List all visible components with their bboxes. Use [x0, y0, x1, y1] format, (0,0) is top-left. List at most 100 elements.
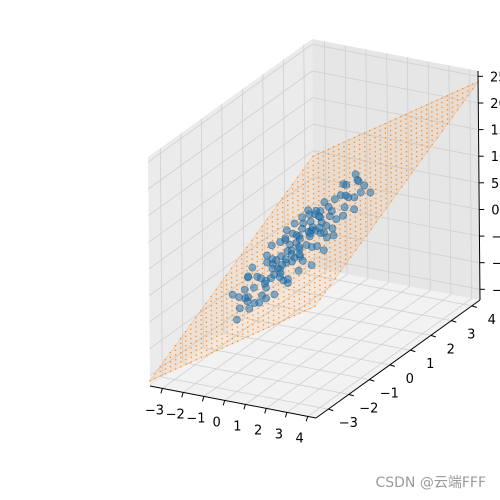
plane-dot: [226, 316, 228, 319]
plane-dot: [277, 298, 280, 300]
scatter-point: [298, 213, 307, 222]
scatter-point: [329, 231, 338, 240]
plane-dot: [380, 209, 382, 212]
plane-dot: [323, 192, 325, 195]
z-tick-label: 20: [490, 97, 500, 112]
plane-dot: [246, 312, 249, 314]
plane-dot: [384, 150, 387, 153]
plane-dot: [431, 111, 433, 113]
plane-dot: [277, 302, 280, 305]
plane-dot: [327, 167, 330, 169]
plane-dot: [307, 190, 310, 193]
plane-dot: [226, 321, 228, 324]
plane-dot: [375, 197, 377, 200]
plane-dot: [374, 146, 376, 148]
plane-dot: [292, 211, 294, 214]
plane-dot: [359, 214, 362, 216]
scatter-point: [295, 242, 303, 251]
plane-dot: [303, 249, 305, 251]
plane-dot: [359, 200, 362, 202]
plane-dot: [210, 337, 213, 340]
plane-dot: [360, 232, 362, 235]
x-tick-mark: [305, 416, 309, 422]
plane-dot: [354, 188, 356, 190]
plane-dot: [379, 129, 381, 132]
plane-dot: [323, 244, 326, 247]
plane-dot: [327, 157, 330, 160]
plane-dot: [359, 223, 362, 226]
grid-y-floor: [182, 362, 349, 395]
scatter-point: [323, 233, 331, 242]
plane-dot: [278, 321, 280, 324]
plane-dot: [190, 342, 192, 345]
scatter-point: [339, 211, 347, 220]
plane-dot: [456, 99, 459, 102]
plane-dot: [276, 232, 279, 235]
plane-dot: [236, 340, 239, 342]
plane-dot: [328, 199, 330, 202]
grid-y-left: [180, 133, 184, 363]
plane-dot: [313, 253, 316, 256]
plane-dot: [221, 337, 223, 340]
plane-dot: [410, 129, 413, 132]
plane-dot: [226, 326, 228, 328]
plane-dot: [425, 113, 428, 116]
plane-dot: [436, 118, 438, 120]
plane-dot: [282, 225, 284, 228]
plane-dot: [338, 181, 341, 183]
plane-dot: [374, 141, 376, 144]
plane-dot: [358, 153, 361, 155]
scatter-point: [287, 250, 296, 259]
plane-dot: [420, 134, 423, 137]
plane-dot: [266, 246, 269, 249]
plane-dot: [411, 172, 413, 174]
plane-dot: [257, 293, 259, 296]
plane-dot: [421, 139, 423, 141]
plane-dot: [410, 134, 413, 137]
plane-dot: [226, 344, 229, 347]
plane-dot: [343, 174, 346, 176]
plane-dot: [205, 316, 207, 319]
axis-panes: [148, 39, 480, 418]
plane-dot: [355, 249, 357, 251]
plane-dot: [281, 202, 284, 204]
plane-dot: [441, 125, 444, 127]
plane-dot: [231, 314, 233, 317]
plane-dot: [164, 368, 167, 370]
grid-z-back: [313, 203, 480, 237]
scatter-point: [350, 205, 359, 214]
plane-dot: [180, 356, 182, 359]
plane-dot: [195, 335, 197, 338]
plane-dot: [394, 122, 397, 125]
plane-dot: [297, 199, 299, 202]
plane-dot: [190, 337, 192, 340]
plane-dot: [379, 162, 382, 165]
plane-dot: [256, 237, 258, 239]
plane-dot: [302, 192, 304, 195]
plane-dot: [236, 330, 239, 333]
plane-dot: [303, 291, 306, 293]
plane-dot: [251, 291, 254, 293]
plane-dot: [354, 235, 357, 237]
plane-dot: [410, 115, 412, 118]
plane-dot: [236, 335, 239, 338]
plane-dot: [456, 108, 459, 111]
plane-dot: [390, 190, 393, 193]
z-tick-label: 10: [491, 150, 500, 165]
plane-dot: [307, 204, 310, 207]
plane-dot: [220, 281, 223, 284]
x-axis-line: [149, 385, 317, 419]
plane-dot: [174, 349, 177, 352]
scatter-point: [248, 263, 257, 272]
plane-dot: [283, 295, 285, 298]
plane-dot: [313, 277, 316, 279]
plane-dot: [379, 157, 382, 160]
plane-dot: [344, 235, 346, 237]
plane-dot: [297, 209, 299, 211]
plane-dot: [400, 143, 402, 146]
plane-dot: [390, 153, 392, 155]
plane-dot: [205, 330, 208, 333]
plane-dot: [200, 319, 202, 321]
plane-dot: [395, 136, 397, 139]
grid-x-back: [427, 61, 431, 291]
